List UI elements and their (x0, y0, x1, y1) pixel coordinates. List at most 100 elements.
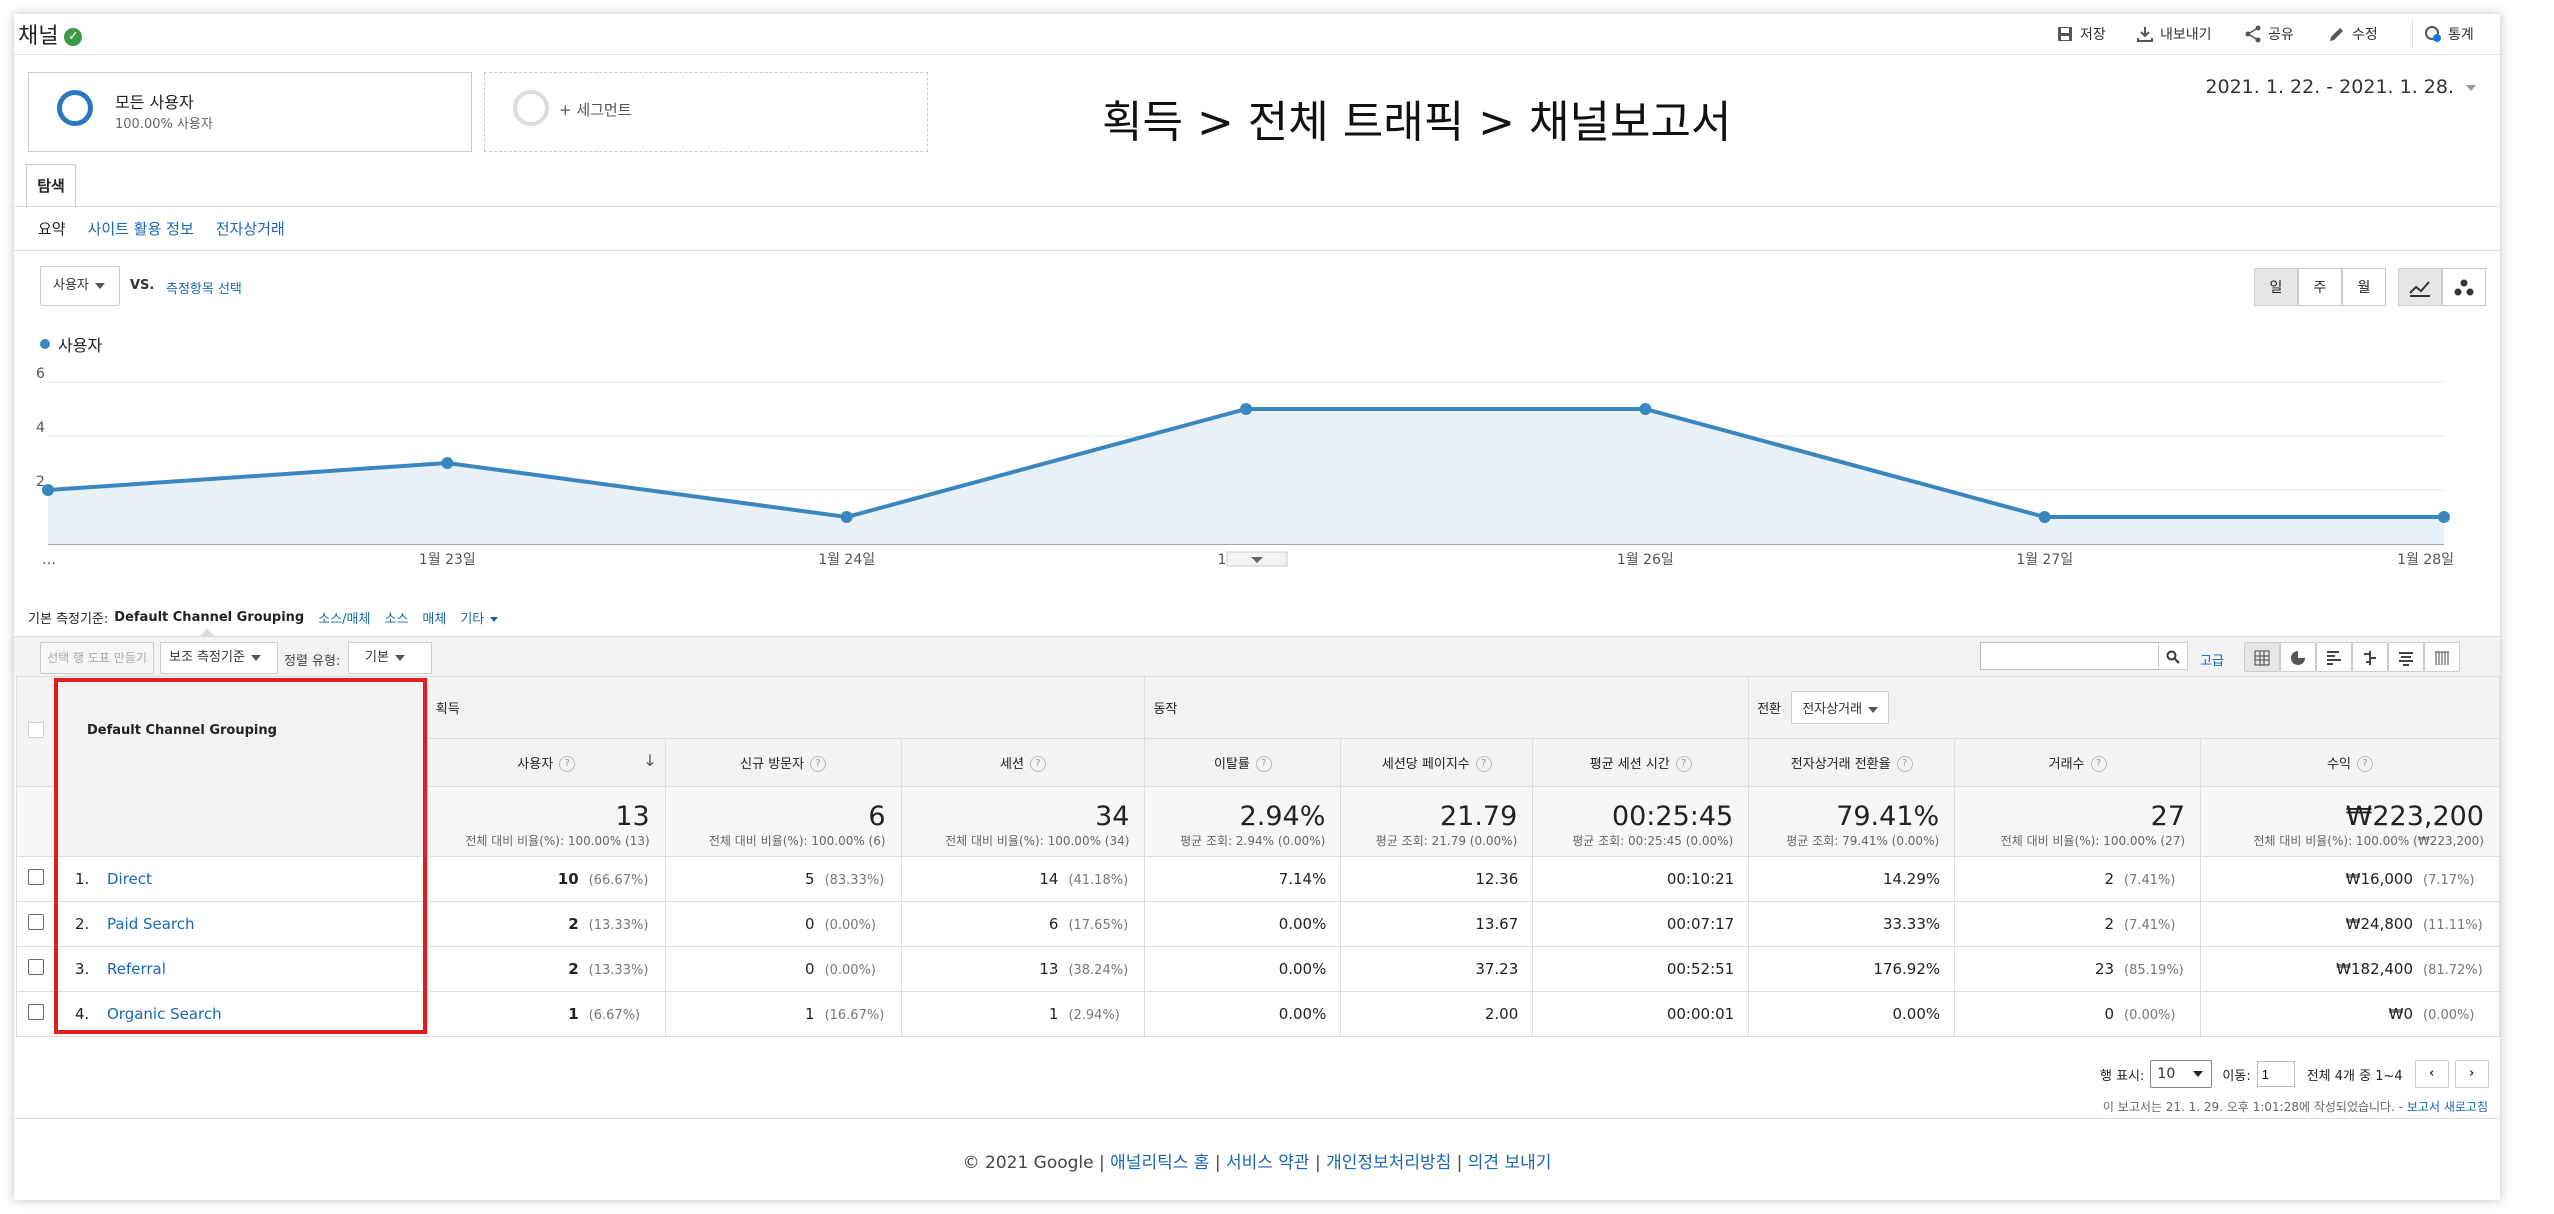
export-button[interactable]: 내보내기 (2136, 24, 2212, 44)
dimension-other[interactable]: 기타 (460, 608, 499, 627)
help-icon[interactable]: ? (1255, 756, 1272, 773)
pie-view-button[interactable] (2280, 642, 2316, 672)
rows-per-page-select[interactable]: 10 (2150, 1060, 2213, 1088)
conversion-goal-select[interactable]: 전자상거래 (1791, 691, 1890, 724)
footer: © 2021 Google | 애널리틱스 홈 | 서비스 약관 | 개인정보처… (962, 1153, 1552, 1173)
help-icon[interactable]: ? (2090, 756, 2107, 773)
footer-link-terms[interactable]: 서비스 약관 (1225, 1153, 1310, 1173)
motion-chart-mode-button[interactable] (2442, 268, 2486, 306)
row-checkbox[interactable] (28, 959, 45, 975)
date-range-picker[interactable]: 2021. 1. 22. - 2021. 1. 28. (2205, 76, 2476, 98)
table-row[interactable]: 1. Direct 10 (66.67%) 5 (83.33%) 14 (41.18%) 7.1… (16, 856, 2500, 902)
help-icon[interactable]: ? (1896, 756, 1913, 773)
table-search-input[interactable] (1980, 642, 2160, 670)
edit-button[interactable]: 수정 (2328, 24, 2378, 44)
column-header[interactable]: 신규 방문자? (664, 738, 902, 787)
help-icon[interactable]: ? (1029, 756, 1046, 773)
granularity-day-button[interactable]: 일 (2254, 268, 2298, 306)
add-segment-button[interactable]: + 세그먼트 (484, 72, 928, 152)
subtab-ecommerce[interactable]: 전자상거래 (215, 220, 285, 238)
search-button[interactable] (2158, 642, 2188, 670)
channel-link[interactable]: Paid Search (106, 915, 195, 933)
column-header[interactable]: 거래수? (1954, 738, 2202, 787)
term-cloud-button[interactable] (2388, 642, 2424, 672)
secondary-dimension-select[interactable]: 보조 측정기준 (160, 642, 278, 674)
data-point[interactable] (840, 511, 853, 523)
data-point[interactable] (42, 484, 54, 496)
goto-page-input[interactable] (2256, 1061, 2295, 1087)
footer-link-analytics-home[interactable]: 애널리틱스 홈 (1110, 1153, 1210, 1173)
dimension-source[interactable]: 소스 (384, 612, 409, 627)
footer-link-privacy[interactable]: 개인정보처리방침 (1326, 1153, 1452, 1173)
data-point[interactable] (1639, 403, 1652, 415)
share-button[interactable]: 공유 (2244, 24, 2294, 44)
help-icon[interactable]: ? (1475, 756, 1492, 773)
prev-page-button[interactable]: ‹ (2414, 1060, 2449, 1088)
column-header[interactable]: 세션? (900, 738, 1146, 787)
table-view-button[interactable] (2244, 642, 2280, 672)
segment-all-users[interactable]: 모든 사용자 100.00% 사용자 (28, 72, 472, 152)
bubble-chart-icon (2454, 279, 2474, 296)
help-icon[interactable]: ? (2356, 756, 2373, 773)
help-icon[interactable]: ? (810, 756, 827, 773)
metric-cell: 1 (6.67%) (426, 991, 666, 1037)
sort-type-select[interactable]: 기본 (348, 642, 432, 674)
channel-link[interactable]: Organic Search (106, 1005, 222, 1023)
channel-link[interactable]: Direct (106, 870, 152, 888)
totals-row: 13 전체 대비 비율(%): 100.00% (13) 6 전체 대비 비율(%):… (16, 786, 2500, 857)
pivot-view-button[interactable] (2424, 642, 2460, 672)
refresh-report-link[interactable]: 보고서 새로고침 (2406, 1100, 2488, 1114)
chevron-down-icon (250, 654, 261, 661)
compare-view-button[interactable] (2352, 642, 2388, 672)
dimension-medium[interactable]: 매체 (422, 612, 447, 627)
advanced-filter-link[interactable]: 고급 (2200, 654, 2224, 669)
subtab-site-usage[interactable]: 사이트 활용 정보 (87, 220, 194, 238)
metric-select[interactable]: 사용자 (40, 266, 120, 306)
next-page-button[interactable]: › (2454, 1060, 2489, 1088)
select-all-checkbox[interactable] (28, 721, 45, 738)
dimension-header[interactable]: Default Channel Grouping (55, 676, 428, 857)
column-header[interactable]: 수익? (2200, 738, 2500, 787)
data-point[interactable] (2438, 511, 2450, 523)
granularity-month-button[interactable]: 월 (2342, 268, 2386, 306)
data-point[interactable] (441, 457, 454, 469)
column-header[interactable]: 사용자? ↓ (426, 738, 666, 787)
bar-view-button[interactable] (2316, 642, 2352, 672)
row-checkbox[interactable] (28, 869, 45, 885)
insights-button[interactable]: 통계 (2424, 24, 2474, 44)
plot-rows-button[interactable]: 선택 행 도표 만들기 (40, 642, 154, 674)
channel-link[interactable]: Referral (106, 960, 166, 978)
table-row[interactable]: 4. Organic Search 1 (6.67%) 1 (16.67%) 1 (2.94%… (16, 991, 2500, 1037)
choose-metric-link[interactable]: 측정항목 선택 (166, 282, 242, 297)
save-button[interactable]: 저장 (2056, 24, 2106, 44)
dimension-active[interactable]: Default Channel Grouping (114, 610, 305, 625)
tab-explorer[interactable]: 탐색 (26, 164, 76, 207)
column-header[interactable]: 이탈률? (1144, 738, 1342, 787)
subtab-summary[interactable]: 요약 (38, 220, 66, 238)
insights-icon (2425, 26, 2441, 42)
footer-link-feedback[interactable]: 의견 보내기 (1467, 1153, 1552, 1173)
metric-cell: 12.36 (1340, 856, 1534, 902)
data-point[interactable] (1240, 403, 1252, 415)
metric-cell: 37.23 (1340, 946, 1534, 992)
help-icon[interactable]: ? (1675, 756, 1692, 773)
column-header[interactable]: 전자상거래 전환율? (1748, 738, 1956, 787)
table-row[interactable]: 3. Referral 2 (13.33%) 0 (0.00%) 13 (38.24%) 0.0… (16, 946, 2500, 992)
column-header[interactable]: 세션당 페이지수? (1340, 738, 1534, 787)
line-chart-mode-button[interactable] (2398, 268, 2442, 306)
metric-cell: 10 (66.67%) (426, 856, 666, 902)
row-checkbox[interactable] (28, 914, 45, 930)
x-tick-label: 1월 24일 (818, 552, 875, 568)
row-checkbox[interactable] (28, 1004, 45, 1020)
table-row[interactable]: 2. Paid Search 2 (13.33%) 0 (0.00%) 6 (17.65%) 0… (16, 901, 2500, 947)
dimension-source-medium[interactable]: 소스/매체 (318, 612, 371, 627)
column-header[interactable]: 평균 세션 시간? (1532, 738, 1750, 787)
y-tick-label: 4 (36, 420, 45, 436)
granularity-week-button[interactable]: 주 (2298, 268, 2342, 306)
segment-circle-icon (57, 90, 93, 126)
data-point[interactable] (2038, 511, 2051, 523)
divider (2412, 20, 2413, 48)
help-icon[interactable]: ? (559, 756, 576, 773)
sort-label: 정렬 유형: (284, 654, 341, 669)
